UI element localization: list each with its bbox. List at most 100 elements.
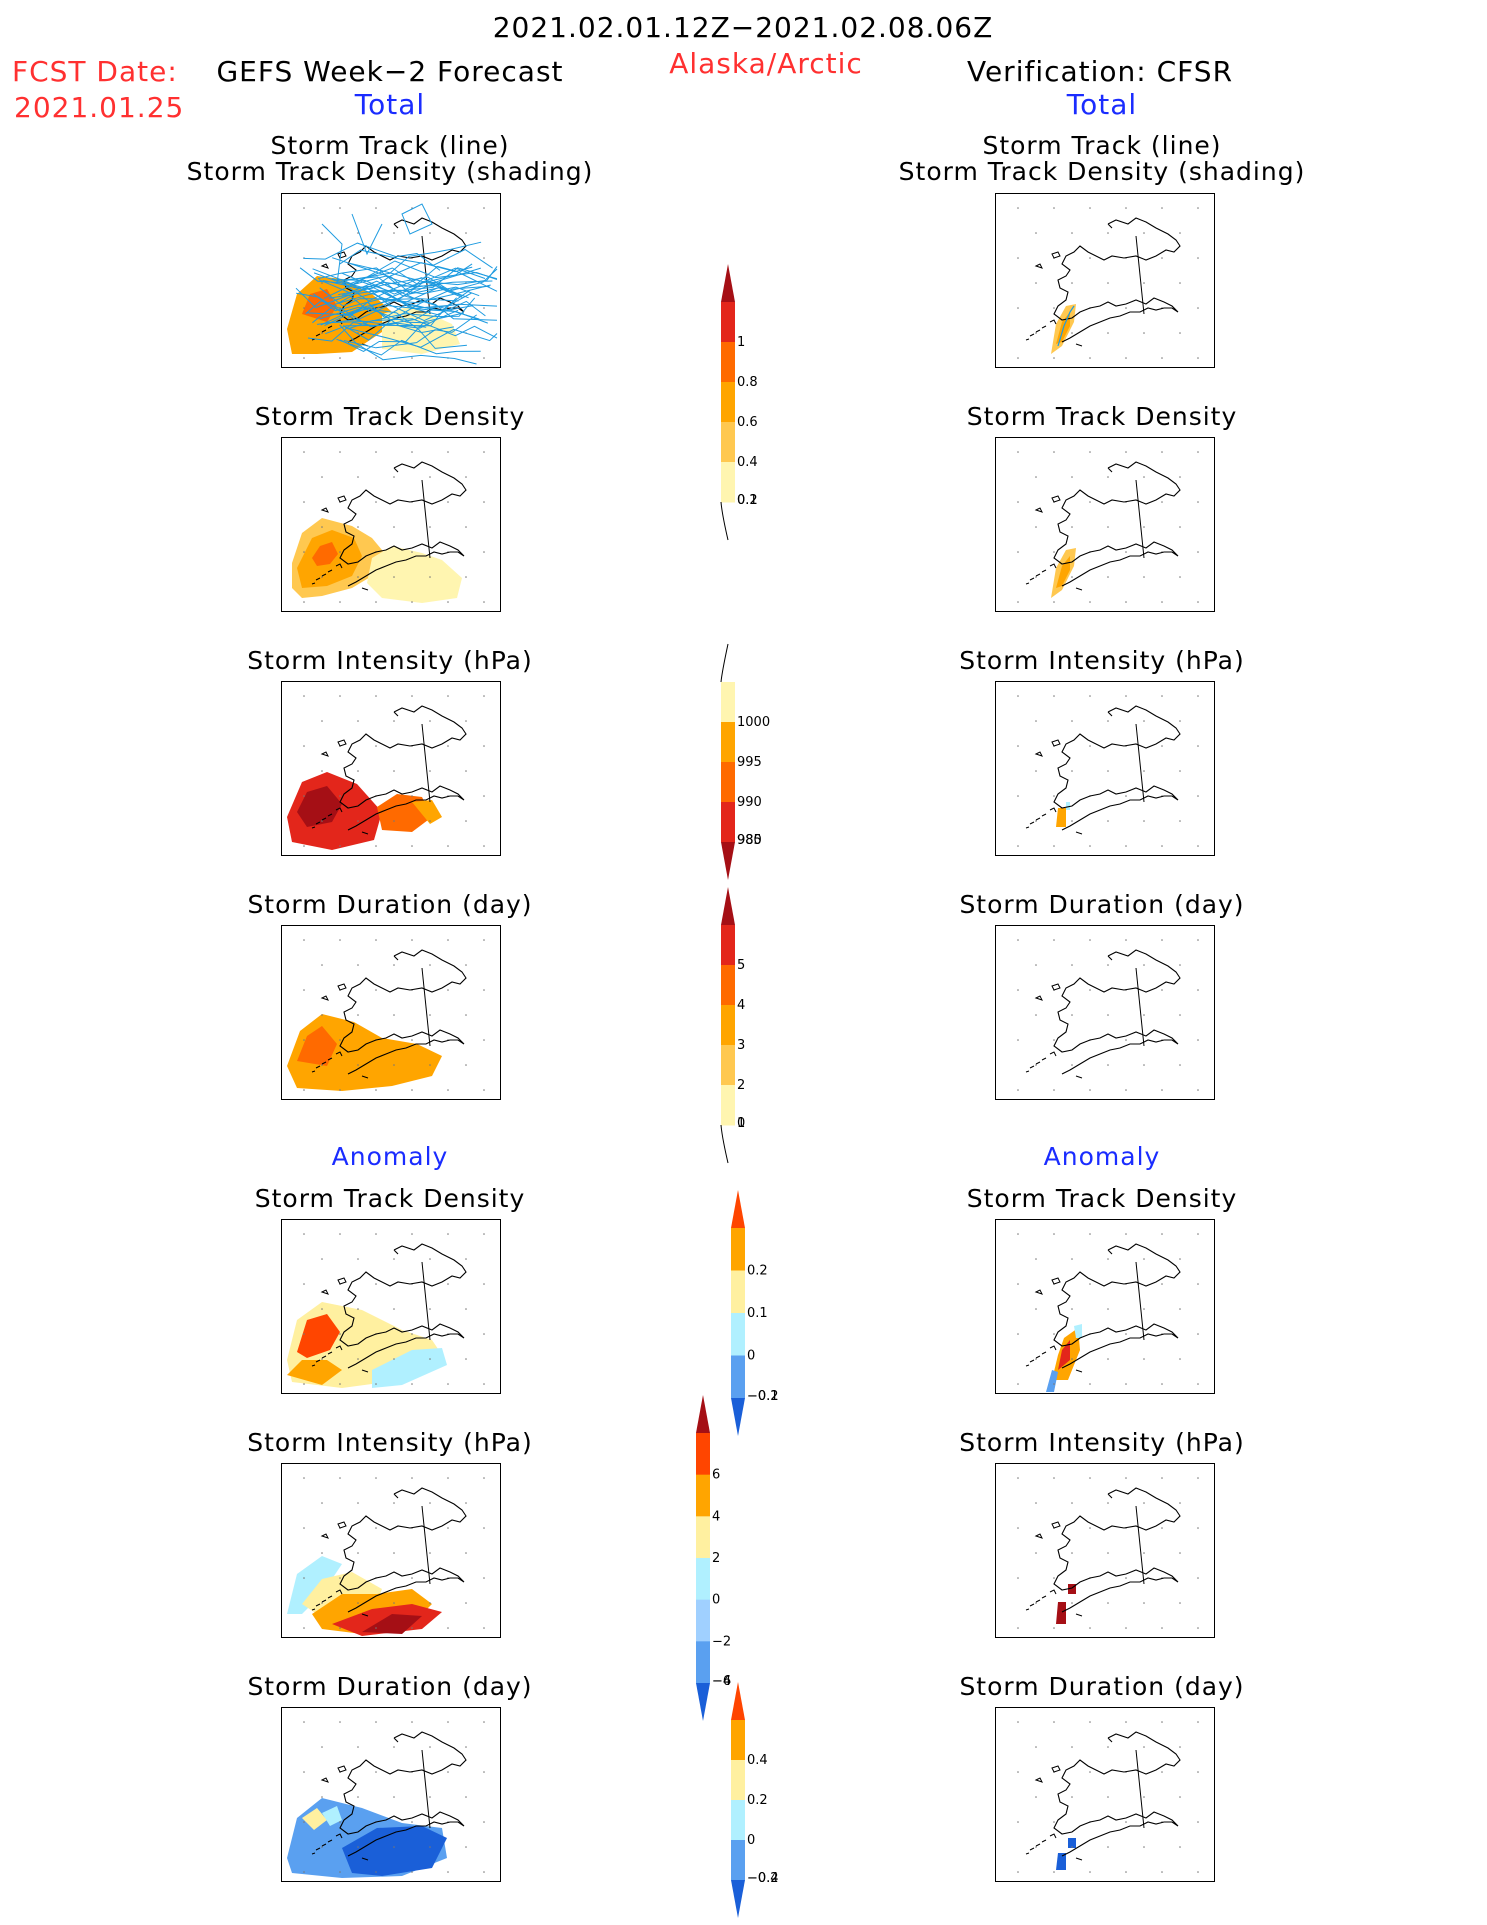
- grid-dot: [1143, 820, 1145, 822]
- grid-dot: [375, 745, 377, 747]
- grid-dot: [1089, 745, 1091, 747]
- border-line: [1135, 1749, 1145, 1829]
- grid-dot: [411, 601, 413, 603]
- grid-dot: [483, 1383, 485, 1385]
- grid-dot: [1017, 1089, 1019, 1091]
- grid-dot: [1107, 232, 1109, 234]
- title-density-right: Storm Track Density: [966, 402, 1238, 431]
- grid-dot: [483, 307, 485, 309]
- grid-dot: [411, 551, 413, 553]
- grid-dot: [1035, 1358, 1037, 1360]
- islands: [311, 495, 369, 591]
- grid-dot: [411, 939, 413, 941]
- anomaly-left: Anomaly: [331, 1142, 449, 1171]
- grid-dot: [1035, 820, 1037, 822]
- colorbar-segment: [721, 422, 735, 463]
- colorbar-density: 1 0.8 0.6 0.4 0.20.1: [720, 264, 758, 541]
- grid-dot: [1107, 1602, 1109, 1604]
- grid-dot: [411, 1477, 413, 1479]
- colorbar-tip: [721, 1125, 735, 1163]
- grid-dot: [1143, 720, 1145, 722]
- grid-dot: [375, 1771, 377, 1773]
- grid-dot: [357, 1602, 359, 1604]
- grid-dot: [1197, 451, 1199, 453]
- grid-dot: [1017, 745, 1019, 747]
- grid-dot: [375, 601, 377, 603]
- grid-dot: [447, 601, 449, 603]
- grid-dot: [1089, 989, 1091, 991]
- grid-dot: [465, 1846, 467, 1848]
- grid-dot: [303, 1577, 305, 1579]
- colorbar-segment: [696, 1558, 710, 1601]
- storm-track-line: [312, 263, 473, 286]
- grid-dot: [1179, 1358, 1181, 1360]
- colorbar-tick-label: 985: [737, 833, 762, 848]
- grid-dot: [303, 989, 305, 991]
- grid-dot: [1017, 1721, 1019, 1723]
- grid-dot: [1017, 1871, 1019, 1873]
- grid-dot: [1179, 964, 1181, 966]
- grid-dot: [1089, 695, 1091, 697]
- grid-dot: [357, 1502, 359, 1504]
- grid-dot: [1017, 207, 1019, 209]
- coastline: [1053, 217, 1181, 343]
- colorbar-tip: [731, 1190, 745, 1228]
- grid-dot: [1179, 1796, 1181, 1798]
- grid-dot: [429, 1014, 431, 1016]
- grid-dot: [321, 332, 323, 334]
- grid-dot: [1017, 795, 1019, 797]
- grid-dot: [465, 1308, 467, 1310]
- grid-dot: [393, 964, 395, 966]
- forecast-period: 2021.02.01.12Z−2021.02.08.06Z: [492, 11, 994, 44]
- grid-dot: [1161, 939, 1163, 941]
- grid-dot: [1071, 770, 1073, 772]
- grid-dot: [1179, 526, 1181, 528]
- border-line: [1135, 479, 1145, 559]
- colorbar-segment: [721, 682, 735, 723]
- grid-dot: [1197, 845, 1199, 847]
- grid-dot: [339, 601, 341, 603]
- left-title: GEFS Week−2 Forecast: [216, 55, 564, 88]
- grid-dot: [483, 1577, 485, 1579]
- grid-dot: [411, 845, 413, 847]
- colorbar-segment: [696, 1433, 710, 1476]
- grid-dot: [339, 1039, 341, 1041]
- colorbar-segment: [721, 302, 735, 343]
- grid-dot: [339, 1089, 341, 1091]
- grid-dot: [447, 1527, 449, 1529]
- grid-dot: [1071, 1258, 1073, 1260]
- storm-track-line: [401, 203, 433, 235]
- colorbar-segment: [721, 965, 735, 1006]
- border-line: [421, 1261, 431, 1341]
- storm-track-line: [345, 327, 498, 348]
- grid-dot: [1107, 720, 1109, 722]
- grid-dot: [1197, 1821, 1199, 1823]
- grid-dot: [1143, 1552, 1145, 1554]
- islands: [311, 739, 369, 835]
- grid-dot: [483, 1089, 485, 1091]
- shaded-region: [1074, 1324, 1082, 1338]
- grid-dot: [1017, 1477, 1019, 1479]
- islands: [1025, 1277, 1083, 1373]
- colorbar-tick-label: −0.2: [747, 1871, 779, 1886]
- grid-dot: [1089, 451, 1091, 453]
- grid-dot: [483, 939, 485, 941]
- grid-dot: [447, 1771, 449, 1773]
- grid-dot: [1053, 1477, 1055, 1479]
- storm-track-line: [339, 324, 477, 365]
- grid-dot: [357, 1358, 359, 1360]
- grid-dot: [1197, 257, 1199, 259]
- grid-dot: [339, 695, 341, 697]
- colorbar-tick-label: 0: [747, 1349, 755, 1364]
- grid-dot: [375, 989, 377, 991]
- grid-dot: [1035, 1796, 1037, 1798]
- grid-dot: [1107, 476, 1109, 478]
- grid-dot: [339, 1821, 341, 1823]
- grid-dot: [1143, 332, 1145, 334]
- grid-dot: [483, 257, 485, 259]
- grid-dot: [357, 964, 359, 966]
- map-intensity-fcst: [281, 681, 501, 856]
- grid-dot: [357, 1258, 359, 1260]
- colorbar-tick-label: −0.2: [747, 1389, 779, 1404]
- grid-dot: [1143, 282, 1145, 284]
